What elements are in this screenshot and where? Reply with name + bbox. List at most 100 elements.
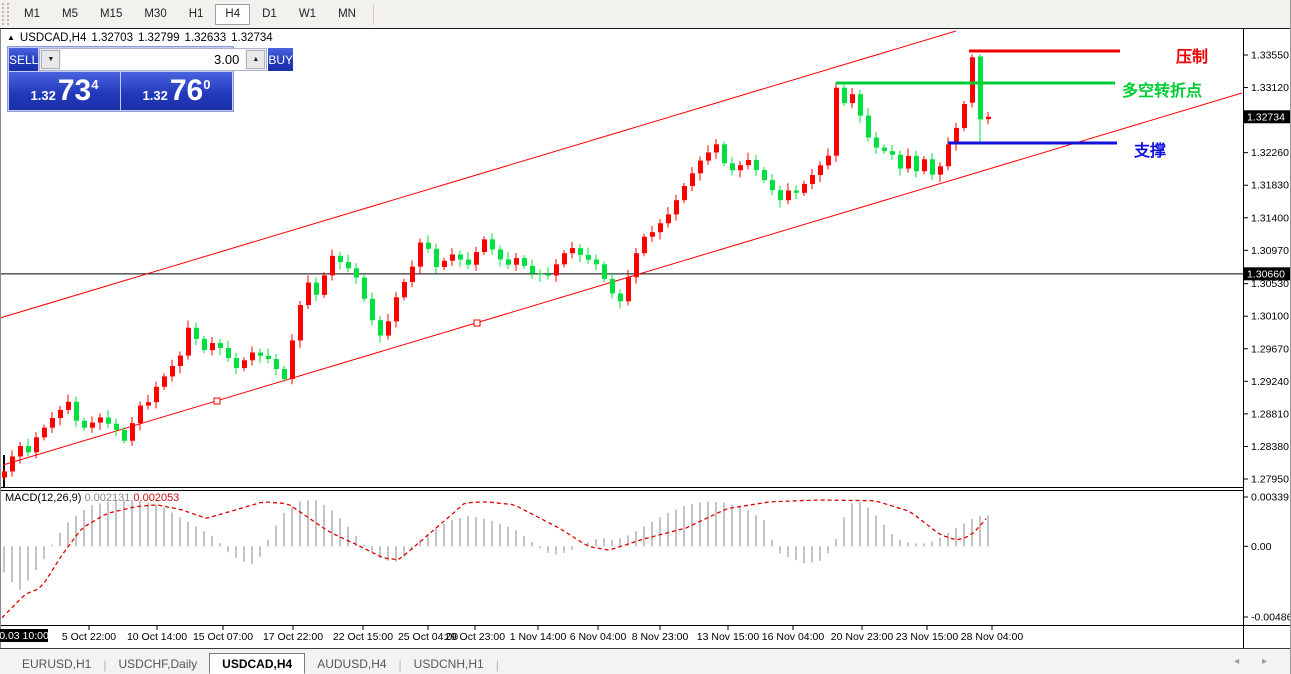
timeframe-button-M5[interactable]: M5 [61, 8, 78, 20]
candle [90, 416, 95, 433]
candle [786, 183, 791, 205]
candle [154, 381, 159, 409]
macd-axis-label: 0.00 [1251, 541, 1272, 553]
collapse-panel-icon[interactable]: ▲ [7, 33, 15, 42]
timeframe-button-MN[interactable]: MN [338, 8, 356, 20]
sell-button[interactable]: SELL [9, 48, 39, 71]
candle [746, 152, 751, 170]
candle [578, 243, 583, 263]
candle [106, 410, 111, 428]
timeframe-button-M30[interactable]: M30 [144, 8, 167, 20]
volume-decrease-button[interactable]: ▼ [41, 50, 61, 69]
candle [10, 450, 15, 477]
timeframe-button-D1[interactable]: D1 [262, 8, 277, 20]
chart-tab-bar: EURUSD,H1 | USDCHF,Daily USDCAD,H4 AUDUSD,H4… [0, 649, 1290, 674]
candle [138, 401, 143, 431]
chart-tab-USDCAD[interactable]: USDCAD,H4 [209, 653, 306, 674]
timeframe-button-M15[interactable]: M15 [99, 8, 123, 20]
candle [658, 219, 663, 240]
current-price-tag-text: 1.32734 [1247, 111, 1285, 123]
price-axis-label: 1.30970 [1251, 245, 1289, 257]
chart-tab-USDCNH[interactable]: USDCNH,H1 [413, 656, 484, 671]
candle [226, 340, 231, 363]
candle [130, 416, 135, 446]
candle [466, 252, 471, 269]
candle [874, 132, 879, 154]
candle [442, 257, 447, 271]
time-axis-label: 25 Oct 04:00 [398, 631, 458, 643]
ohlc-open: 1.32703 [91, 32, 133, 44]
candle [34, 432, 39, 459]
candle [402, 278, 407, 301]
lower-channel-trendline[interactable] [2, 92, 1243, 466]
buy-price-prefix: 1.32 [142, 87, 168, 103]
candle [634, 248, 639, 284]
level-price-tag-text: 1.30660 [1247, 268, 1285, 280]
candle [754, 154, 759, 177]
candle [490, 233, 495, 255]
candle [426, 235, 431, 253]
candle [866, 108, 871, 142]
candle [930, 153, 935, 180]
price-axis-label: 1.31400 [1251, 212, 1289, 224]
chart-tab-EURUSD[interactable]: EURUSD,H1 [22, 656, 92, 671]
one-click-trading-panel: SELL ▼ ▲ BUY 1.32 73 4 1.32 76 0 [7, 46, 294, 112]
candle [706, 145, 711, 165]
trendline-handle[interactable] [473, 319, 481, 327]
candle [962, 100, 967, 132]
chart-tab-USDCHF[interactable]: USDCHF,Daily [118, 656, 198, 671]
ohlc-close: 1.32734 [231, 32, 273, 44]
timeframe-button-M1[interactable]: M1 [24, 8, 40, 20]
sell-price-pip: 4 [91, 76, 99, 92]
toolbar-separator [372, 3, 374, 25]
timeframe-button-H1[interactable]: H1 [188, 8, 204, 20]
price-axis-label: 1.30530 [1251, 278, 1289, 290]
tab-scroll-left-icon[interactable]: ◂ [1234, 656, 1250, 667]
candle [546, 267, 551, 280]
candle [178, 351, 183, 374]
buy-price-button[interactable]: 1.32 76 0 [121, 72, 232, 110]
macd-pane[interactable] [1, 499, 989, 619]
candle [458, 250, 463, 267]
candle [26, 438, 31, 457]
trendline-handle[interactable] [213, 397, 221, 405]
buy-button[interactable]: BUY [268, 48, 294, 71]
candle [618, 289, 623, 309]
upper-channel-trendline[interactable] [0, 30, 957, 319]
chart-tab-AUDUSD[interactable]: AUDUSD,H4 [317, 656, 387, 671]
time-axis-label: 10 Oct 14:00 [127, 631, 187, 643]
timeframe-button-H4[interactable]: H4 [215, 3, 251, 25]
candle [690, 167, 695, 192]
time-axis-label: 20 Nov 23:00 [831, 631, 894, 643]
main-pane[interactable] [0, 30, 1243, 487]
resistance-label: 压制 [1176, 48, 1208, 66]
candle [2, 468, 7, 481]
candle [954, 122, 959, 151]
candle [218, 339, 223, 356]
buy-price-pip: 0 [203, 76, 211, 92]
candle [890, 144, 895, 160]
volume-increase-button[interactable]: ▲ [246, 50, 266, 69]
candle [298, 300, 303, 348]
tab-scroll-right-icon[interactable]: ▸ [1261, 656, 1277, 667]
candle [330, 249, 335, 281]
candle [858, 90, 863, 123]
candle [274, 353, 279, 376]
toolbar-grip-handle[interactable] [2, 3, 9, 25]
sell-price-button[interactable]: 1.32 73 4 [9, 72, 120, 110]
candle [498, 245, 503, 267]
candle [418, 238, 423, 274]
candle [938, 162, 943, 182]
candle [810, 168, 815, 190]
candle [834, 82, 839, 162]
candle [850, 87, 855, 109]
candle [674, 195, 679, 221]
volume-input[interactable] [61, 49, 246, 70]
timeframe-button-W1[interactable]: W1 [298, 8, 317, 20]
candle [586, 247, 591, 264]
candle [554, 259, 559, 282]
candle [434, 243, 439, 274]
candle [978, 54, 983, 142]
candle [394, 292, 399, 328]
